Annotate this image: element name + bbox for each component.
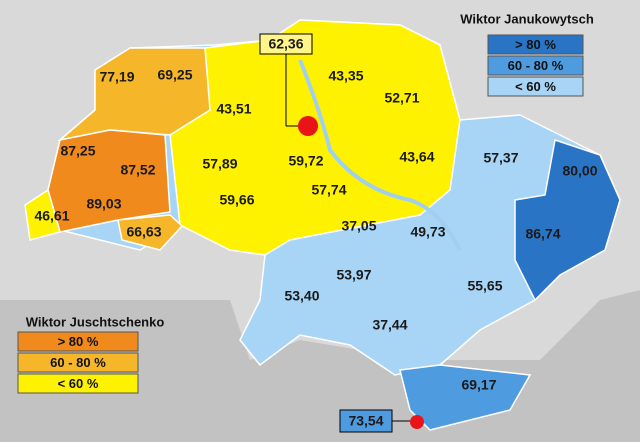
legend-swatch — [487, 55, 584, 76]
region-label: 87,25 — [60, 143, 95, 159]
region-label: 52,71 — [384, 90, 419, 106]
legend-title: Wiktor Juschtschenko — [26, 314, 165, 329]
zone-orange — [47, 129, 171, 233]
legend-label: > 80 % — [515, 37, 556, 52]
river — [298, 59, 462, 251]
city-label-box — [339, 409, 393, 433]
zone-orange-light — [117, 214, 184, 251]
legend-swatch — [487, 34, 584, 55]
region-label: 77,19 — [99, 69, 134, 85]
zone-crimea — [399, 364, 532, 431]
region-label: 43,51 — [216, 101, 251, 117]
legend-swatch — [487, 76, 584, 97]
city-marker — [298, 116, 318, 136]
region-label: 55,65 — [467, 278, 502, 294]
region-label: 46,61 — [34, 208, 69, 224]
region-label: 53,97 — [336, 267, 371, 283]
legend-label: 60 - 80 % — [508, 58, 564, 73]
region-label: 87,52 — [120, 162, 155, 178]
region-label: 86,74 — [525, 226, 560, 242]
legend-title: Wiktor Janukowytsch — [460, 11, 594, 26]
city-marker — [410, 415, 424, 429]
legend-swatch — [17, 373, 139, 394]
region-label: 57,89 — [202, 156, 237, 172]
region-label: 59,66 — [219, 192, 254, 208]
legend-label: 60 - 80 % — [50, 355, 106, 370]
region-label: 43,64 — [399, 149, 434, 165]
region-label: 37,05 — [341, 218, 376, 234]
legend-label: > 80 % — [58, 334, 99, 349]
region-label: 57,74 — [311, 182, 346, 198]
region-label: 66,63 — [126, 224, 161, 240]
zone-yellow — [169, 19, 461, 256]
region-label: 69,17 — [461, 377, 496, 393]
region-label: 57,37 — [483, 150, 518, 166]
region-label: 53,40 — [284, 288, 319, 304]
city-label: 73,54 — [348, 413, 383, 429]
city-label: 62,36 — [268, 36, 303, 52]
legend-label: < 60 % — [515, 79, 556, 94]
region-label: 89,03 — [86, 196, 121, 212]
region-label: 59,72 — [288, 153, 323, 169]
region-label: 37,44 — [372, 317, 407, 333]
zone-blue — [514, 139, 621, 302]
region-label: 69,25 — [157, 67, 192, 83]
legend-label: < 60 % — [58, 376, 99, 391]
legend-swatch — [17, 352, 139, 373]
region-label: 80,00 — [562, 163, 597, 179]
region-label: 43,35 — [328, 68, 363, 84]
city-label-box — [259, 33, 313, 55]
legend-swatch — [17, 331, 139, 352]
region-label: 49,73 — [410, 224, 445, 240]
zone-yellow — [24, 188, 61, 241]
